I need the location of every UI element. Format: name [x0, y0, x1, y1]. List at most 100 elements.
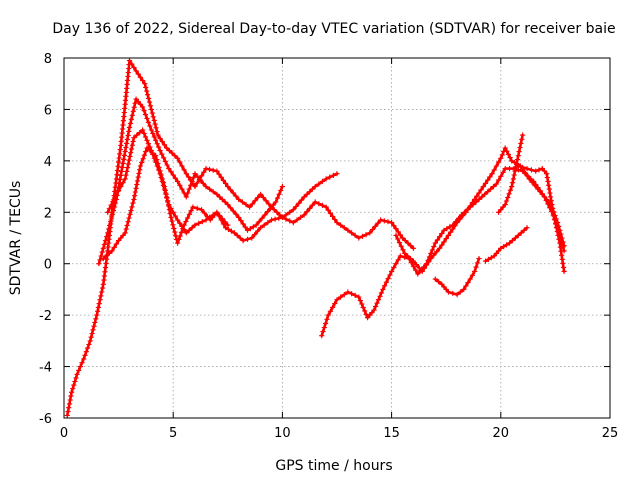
- data-point: [170, 172, 176, 178]
- data-point: [125, 219, 131, 225]
- data-point: [559, 256, 565, 262]
- data-point: [69, 389, 75, 395]
- series-track-6: [393, 145, 567, 274]
- data-point: [210, 167, 216, 173]
- data-point: [110, 198, 116, 205]
- data-point: [472, 196, 478, 202]
- data-point: [131, 64, 137, 70]
- data-point: [260, 194, 266, 201]
- data-point: [385, 276, 391, 282]
- data-point: [153, 137, 159, 143]
- data-point: [349, 230, 355, 236]
- y-tick-label: 4: [44, 155, 52, 170]
- data-point: [374, 300, 380, 306]
- data-point: [387, 272, 393, 278]
- data-point: [504, 148, 510, 154]
- data-point: [465, 206, 471, 212]
- data-point: [144, 88, 150, 94]
- data-point: [178, 229, 185, 235]
- data-point: [443, 236, 449, 242]
- data-point: [170, 209, 176, 215]
- data-point: [137, 130, 143, 136]
- data-point: [74, 371, 80, 377]
- data-point: [134, 182, 140, 188]
- data-point: [140, 127, 146, 133]
- data-point: [102, 238, 109, 244]
- y-axis-label: SDTVAR / TECUs: [8, 181, 24, 296]
- data-point: [185, 215, 191, 221]
- data-point: [375, 297, 382, 303]
- data-point: [94, 312, 100, 318]
- data-point: [194, 180, 200, 186]
- data-point: [164, 145, 170, 151]
- data-point: [151, 117, 157, 123]
- data-point: [236, 196, 242, 202]
- data-point: [465, 280, 471, 286]
- data-point: [87, 338, 93, 344]
- y-tick-label: 0: [44, 258, 52, 273]
- data-point: [385, 219, 391, 225]
- series-track-2: [96, 96, 285, 267]
- data-point: [396, 240, 403, 246]
- data-point: [560, 239, 566, 245]
- data-point: [116, 187, 122, 193]
- data-point: [356, 294, 362, 300]
- data-point: [252, 232, 258, 238]
- plot-frame: [63, 57, 611, 419]
- data-point: [120, 160, 126, 166]
- data-point: [177, 233, 183, 239]
- x-tick-label: 15: [383, 426, 400, 441]
- data-point: [153, 125, 159, 131]
- data-point: [175, 178, 181, 184]
- data-point: [118, 172, 124, 178]
- data-point: [135, 174, 141, 180]
- data-point: [123, 172, 129, 178]
- data-point: [121, 152, 127, 158]
- data-point: [304, 191, 310, 197]
- data-point: [408, 243, 414, 249]
- data-point: [515, 153, 521, 159]
- data-point: [143, 149, 149, 155]
- data-point: [319, 333, 325, 339]
- data-point: [137, 163, 143, 169]
- data-point: [287, 209, 293, 215]
- data-point: [518, 140, 524, 146]
- data-point: [133, 68, 139, 74]
- data-point: [410, 245, 416, 251]
- data-point: [463, 283, 469, 289]
- y-tick-label: 8: [44, 52, 52, 67]
- data-point: [66, 405, 72, 411]
- data-point: [169, 150, 175, 156]
- data-point: [109, 215, 115, 221]
- x-tick-label: 10: [274, 426, 291, 441]
- data-point: [161, 142, 168, 148]
- data-point: [70, 386, 76, 392]
- series-line: [394, 146, 566, 273]
- data-point: [137, 74, 143, 80]
- data-point: [255, 194, 261, 201]
- data-point: [410, 263, 416, 269]
- data-point: [393, 261, 399, 267]
- data-point: [467, 276, 473, 282]
- data-point: [485, 189, 491, 195]
- data-point: [153, 159, 159, 165]
- data-point: [168, 169, 174, 175]
- data-point: [106, 250, 112, 256]
- data-point: [274, 195, 281, 201]
- data-point: [181, 227, 187, 233]
- data-point: [426, 259, 432, 265]
- data-point: [444, 226, 450, 232]
- data-point: [166, 202, 172, 208]
- data-point: [219, 196, 225, 202]
- data-point: [133, 185, 139, 191]
- data-point: [175, 155, 181, 161]
- data-point: [498, 173, 504, 179]
- data-point: [547, 190, 553, 196]
- series-track-3: [100, 145, 416, 262]
- data-point: [439, 230, 445, 237]
- data-point: [131, 104, 137, 110]
- data-point: [520, 132, 526, 138]
- data-point: [552, 217, 558, 223]
- data-point: [504, 242, 510, 248]
- data-point: [349, 291, 355, 297]
